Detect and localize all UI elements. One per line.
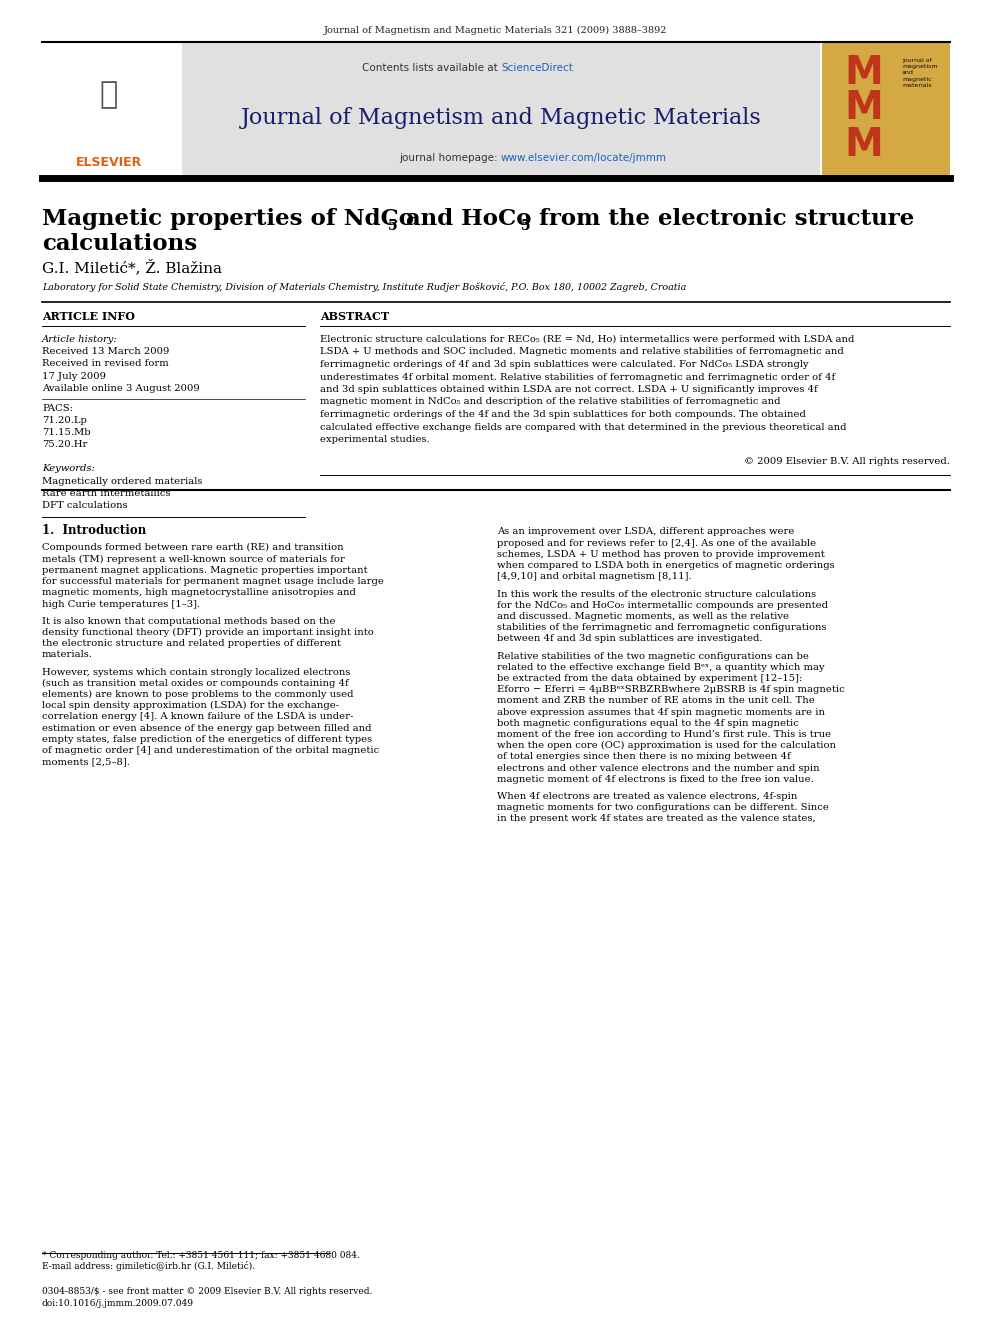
Text: be extracted from the data obtained by experiment [12–15]:: be extracted from the data obtained by e…	[497, 673, 803, 683]
Text: © 2009 Elsevier B.V. All rights reserved.: © 2009 Elsevier B.V. All rights reserved…	[744, 458, 950, 467]
Text: Keywords:: Keywords:	[42, 464, 95, 474]
Text: 75.20.Hr: 75.20.Hr	[42, 441, 87, 450]
Text: magnetic moments for two configurations can be different. Since: magnetic moments for two configurations …	[497, 803, 829, 812]
Text: stabilities of the ferrimagnetic and ferromagnetic configurations: stabilities of the ferrimagnetic and fer…	[497, 623, 826, 632]
Text: moments [2,5–8].: moments [2,5–8].	[42, 757, 130, 766]
Text: magnetic moments, high magnetocrystalline anisotropies and: magnetic moments, high magnetocrystallin…	[42, 589, 356, 597]
Text: and 3d spin sublattices obtained within LSDA are not correct. LSDA + U significa: and 3d spin sublattices obtained within …	[320, 385, 817, 394]
Text: ferrimagnetic orderings of 4f and 3d spin sublattices were calculated. For NdCo₅: ferrimagnetic orderings of 4f and 3d spi…	[320, 360, 808, 369]
Text: Electronic structure calculations for RECo₅ (RE = Nd, Ho) intermetallics were pe: Electronic structure calculations for RE…	[320, 335, 854, 344]
Text: estimation or even absence of the energy gap between filled and: estimation or even absence of the energy…	[42, 724, 371, 733]
Text: magnetic moment in NdCo₅ and description of the relative stabilities of ferromag: magnetic moment in NdCo₅ and description…	[320, 397, 781, 406]
Text: 1.  Introduction: 1. Introduction	[42, 524, 146, 537]
Text: moment and ZRB the number of RE atoms in the unit cell. The: moment and ZRB the number of RE atoms in…	[497, 696, 814, 705]
Text: electrons and other valence electrons and the number and spin: electrons and other valence electrons an…	[497, 763, 819, 773]
Text: both magnetic configurations equal to the 4f spin magnetic: both magnetic configurations equal to th…	[497, 718, 799, 728]
Text: Article history:: Article history:	[42, 335, 118, 344]
Text: metals (TM) represent a well-known source of materials for: metals (TM) represent a well-known sourc…	[42, 554, 345, 564]
Text: E-mail address: gimiletic@irb.hr (G.I. Miletić).: E-mail address: gimiletic@irb.hr (G.I. M…	[42, 1261, 255, 1271]
Text: Rare earth intermetallics: Rare earth intermetallics	[42, 488, 171, 497]
Text: and discussed. Magnetic moments, as well as the relative: and discussed. Magnetic moments, as well…	[497, 613, 789, 620]
Text: Compounds formed between rare earth (RE) and transition: Compounds formed between rare earth (RE)…	[42, 544, 343, 553]
Text: experimental studies.: experimental studies.	[320, 435, 430, 445]
Text: magnetic moment of 4f electrons is fixed to the free ion value.: magnetic moment of 4f electrons is fixed…	[497, 775, 813, 783]
Text: correlation energy [4]. A known failure of the LSDA is under-: correlation energy [4]. A known failure …	[42, 712, 353, 721]
Text: calculated effective exchange fields are compared with that determined in the pr: calculated effective exchange fields are…	[320, 422, 846, 431]
Text: 71.15.Mb: 71.15.Mb	[42, 429, 90, 437]
Text: When 4f electrons are treated as valence electrons, 4f-spin: When 4f electrons are treated as valence…	[497, 792, 798, 800]
Text: Journal of Magnetism and Magnetic Materials: Journal of Magnetism and Magnetic Materi…	[241, 107, 762, 130]
Text: underestimates 4f orbital moment. Relative stabilities of ferromagnetic and ferr: underestimates 4f orbital moment. Relati…	[320, 373, 835, 381]
Text: Eforro − Eferri = 4μBBᵉˣSRBZRBwhere 2μBSRB is 4f spin magnetic: Eforro − Eferri = 4μBBᵉˣSRBZRBwhere 2μBS…	[497, 685, 845, 695]
Text: empty states, false prediction of the energetics of different types: empty states, false prediction of the en…	[42, 734, 372, 744]
Bar	[822, 42, 950, 179]
Text: when the open core (OC) approximation is used for the calculation: when the open core (OC) approximation is…	[497, 741, 836, 750]
Text: in the present work 4f states are treated as the valence states,: in the present work 4f states are treate…	[497, 814, 815, 823]
Text: moment of the free ion according to Hund’s first rule. This is true: moment of the free ion according to Hund…	[497, 730, 831, 740]
Text: density functional theory (DFT) provide an important insight into: density functional theory (DFT) provide …	[42, 628, 374, 636]
Text: M: M	[844, 54, 883, 93]
Text: journal of
magnetism
and
magnetic
materials: journal of magnetism and magnetic materi…	[902, 58, 937, 87]
Text: As an improvement over LSDA, different approaches were: As an improvement over LSDA, different a…	[497, 528, 795, 537]
Text: ELSEVIER: ELSEVIER	[75, 156, 142, 168]
Text: 5: 5	[388, 220, 398, 233]
Text: Magnetically ordered materials: Magnetically ordered materials	[42, 476, 202, 486]
Text: 17 July 2009: 17 July 2009	[42, 372, 106, 381]
Text: 0304-8853/$ - see front matter © 2009 Elsevier B.V. All rights reserved.: 0304-8853/$ - see front matter © 2009 El…	[42, 1287, 372, 1297]
Text: and HoCo: and HoCo	[398, 208, 532, 230]
Text: elements) are known to pose problems to the commonly used: elements) are known to pose problems to …	[42, 689, 353, 699]
Text: materials.: materials.	[42, 651, 93, 659]
Text: (such as transition metal oxides or compounds containing 4f: (such as transition metal oxides or comp…	[42, 679, 349, 688]
Text: doi:10.1016/j.jmmm.2009.07.049: doi:10.1016/j.jmmm.2009.07.049	[42, 1299, 194, 1308]
Text: high Curie temperatures [1–3].: high Curie temperatures [1–3].	[42, 599, 200, 609]
Text: for the NdCo₅ and HoCo₅ intermetallic compounds are presented: for the NdCo₅ and HoCo₅ intermetallic co…	[497, 601, 828, 610]
Text: 71.20.Lp: 71.20.Lp	[42, 415, 87, 425]
Text: related to the effective exchange field Bᵉˣ, a quantity which may: related to the effective exchange field …	[497, 663, 824, 672]
Text: proposed and for reviews refer to [2,4]. As one of the available: proposed and for reviews refer to [2,4].…	[497, 538, 816, 548]
Text: 🌳: 🌳	[100, 81, 118, 110]
Text: M: M	[844, 89, 883, 127]
Text: calculations: calculations	[42, 233, 197, 255]
Text: Relative stabilities of the two magnetic configurations can be: Relative stabilities of the two magnetic…	[497, 651, 808, 660]
Text: Laboratory for Solid State Chemistry, Division of Materials Chemistry, Institute: Laboratory for Solid State Chemistry, Di…	[42, 282, 686, 292]
Text: However, systems which contain strongly localized electrons: However, systems which contain strongly …	[42, 668, 350, 676]
Text: Magnetic properties of NdCo: Magnetic properties of NdCo	[42, 208, 414, 230]
Text: ScienceDirect: ScienceDirect	[501, 64, 572, 73]
Text: In this work the results of the electronic structure calculations: In this work the results of the electron…	[497, 590, 816, 598]
Text: Available online 3 August 2009: Available online 3 August 2009	[42, 384, 199, 393]
Text: Journal of Magnetism and Magnetic Materials 321 (2009) 3888–3892: Journal of Magnetism and Magnetic Materi…	[324, 25, 668, 34]
Text: ARTICLE INFO: ARTICLE INFO	[42, 311, 135, 321]
Text: DFT calculations: DFT calculations	[42, 501, 128, 509]
Text: between 4f and 3d spin sublattices are investigated.: between 4f and 3d spin sublattices are i…	[497, 634, 763, 643]
Text: Contents lists available at: Contents lists available at	[362, 64, 501, 73]
Bar	[182, 42, 820, 179]
Text: G.I. Miletić*, Ž. Blažina: G.I. Miletić*, Ž. Blažina	[42, 259, 222, 275]
Text: journal homepage:: journal homepage:	[399, 153, 501, 163]
Text: ABSTRACT: ABSTRACT	[320, 311, 389, 321]
Text: 5: 5	[521, 220, 531, 233]
Text: [4,9,10] and orbital magnetism [8,11].: [4,9,10] and orbital magnetism [8,11].	[497, 573, 691, 581]
Text: LSDA + U methods and SOC included. Magnetic moments and relative stabilities of : LSDA + U methods and SOC included. Magne…	[320, 348, 844, 356]
Text: from the electronic structure: from the electronic structure	[531, 208, 915, 230]
Text: permanent magnet applications. Magnetic properties important: permanent magnet applications. Magnetic …	[42, 566, 368, 576]
Text: Received in revised form: Received in revised form	[42, 360, 169, 368]
Bar	[42, 42, 177, 152]
Text: Received 13 March 2009: Received 13 March 2009	[42, 347, 170, 356]
Text: M: M	[844, 126, 883, 164]
Text: of total energies since then there is no mixing between 4f: of total energies since then there is no…	[497, 753, 791, 761]
Text: of magnetic order [4] and underestimation of the orbital magnetic: of magnetic order [4] and underestimatio…	[42, 746, 379, 755]
Text: www.elsevier.com/locate/jmmm: www.elsevier.com/locate/jmmm	[501, 153, 667, 163]
Text: schemes, LSDA + U method has proven to provide improvement: schemes, LSDA + U method has proven to p…	[497, 550, 824, 558]
Text: local spin density approximation (LSDA) for the exchange-: local spin density approximation (LSDA) …	[42, 701, 339, 710]
Text: * Corresponding author. Tel.: +3851 4561 111; fax: +3851 4680 084.: * Corresponding author. Tel.: +3851 4561…	[42, 1252, 360, 1259]
Text: above expression assumes that 4f spin magnetic moments are in: above expression assumes that 4f spin ma…	[497, 708, 825, 717]
Text: ferrimagnetic orderings of the 4f and the 3d spin sublattices for both compounds: ferrimagnetic orderings of the 4f and th…	[320, 410, 806, 419]
Text: for successful materials for permanent magnet usage include large: for successful materials for permanent m…	[42, 577, 384, 586]
Text: PACS:: PACS:	[42, 404, 73, 413]
Text: It is also known that computational methods based on the: It is also known that computational meth…	[42, 617, 335, 626]
Text: the electronic structure and related properties of different: the electronic structure and related pro…	[42, 639, 341, 648]
Text: when compared to LSDA both in energetics of magnetic orderings: when compared to LSDA both in energetics…	[497, 561, 834, 570]
